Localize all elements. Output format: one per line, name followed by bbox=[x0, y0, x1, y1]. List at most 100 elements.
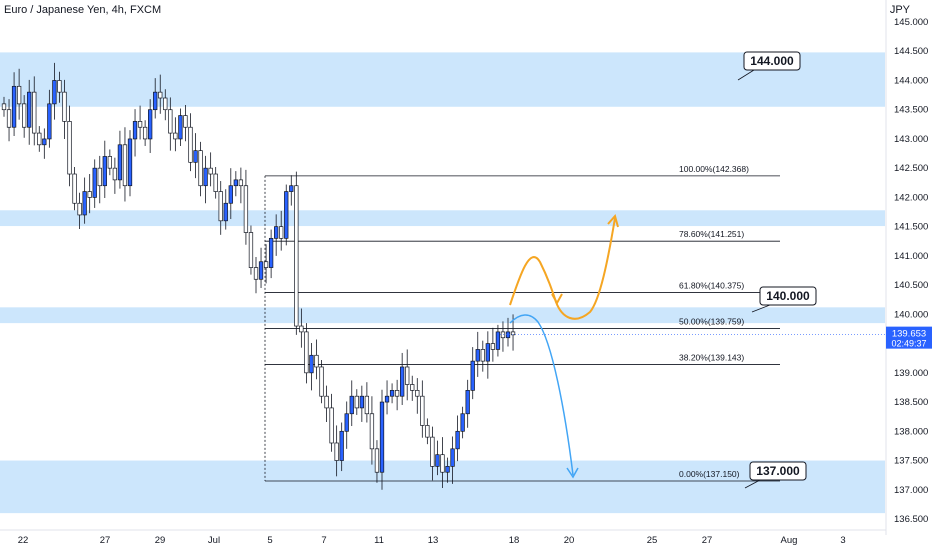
candle-up bbox=[339, 430, 344, 461]
candle-down bbox=[248, 232, 254, 268]
y-tick-label: 140.500 bbox=[894, 280, 928, 291]
candle-down bbox=[394, 390, 400, 397]
projection-bullish-path bbox=[509, 217, 616, 320]
candle-down bbox=[304, 331, 309, 374]
x-tick-label: Jul bbox=[208, 535, 220, 546]
level-callout-box bbox=[749, 461, 807, 481]
y-tick-label: 142.500 bbox=[894, 163, 928, 174]
candle-up bbox=[178, 115, 183, 140]
y-tick-label: 140.000 bbox=[894, 309, 928, 320]
candle-up bbox=[148, 109, 153, 140]
fib-label: 100.00%(142.368) bbox=[679, 164, 749, 174]
fib-label: 0.00%(137.150) bbox=[679, 469, 740, 479]
candle-down bbox=[440, 454, 445, 473]
callout-pointer bbox=[751, 304, 771, 313]
candle-up bbox=[47, 103, 52, 140]
y-tick-label: 139.000 bbox=[894, 368, 928, 379]
fib-label: 38.20%(139.143) bbox=[679, 352, 744, 362]
candle-down bbox=[238, 179, 244, 187]
y-tick-label: 138.000 bbox=[894, 426, 928, 437]
arrow-head-icon bbox=[551, 293, 563, 306]
candle-down bbox=[374, 448, 380, 473]
candle-down bbox=[510, 331, 516, 336]
candle-down bbox=[299, 325, 304, 333]
y-tick-label: 143.500 bbox=[894, 105, 928, 116]
candle-up bbox=[470, 360, 475, 391]
candle-down bbox=[77, 202, 82, 216]
candle-down bbox=[410, 384, 415, 391]
candle-up bbox=[228, 185, 233, 204]
fib-label: 78.60%(141.251) bbox=[679, 229, 744, 239]
chart-title: Euro / Japanese Yen, 4h, FXCM bbox=[4, 4, 162, 16]
x-tick-label: 27 bbox=[702, 535, 713, 546]
level-callout-box bbox=[759, 286, 817, 306]
candle-up bbox=[450, 448, 455, 467]
candle-up bbox=[27, 91, 32, 128]
x-tick-label: Aug bbox=[781, 535, 798, 546]
candle-up bbox=[92, 167, 97, 198]
candle-up bbox=[384, 395, 390, 403]
y-tick-label: 137.500 bbox=[894, 456, 928, 467]
sr-zone bbox=[0, 210, 885, 227]
candle-down bbox=[490, 343, 496, 350]
candle-down bbox=[22, 103, 27, 128]
candle-up bbox=[193, 150, 198, 163]
x-tick-label: 22 bbox=[18, 535, 29, 546]
candle-down bbox=[122, 144, 128, 187]
current-price-label: 139.653 bbox=[892, 329, 926, 340]
candle-down bbox=[480, 349, 485, 362]
y-tick-label: 144.500 bbox=[894, 46, 928, 57]
candle-down bbox=[415, 390, 420, 397]
candle-down bbox=[158, 91, 163, 99]
y-tick-label: 138.500 bbox=[894, 397, 928, 408]
candle-down bbox=[319, 366, 324, 397]
candle-up bbox=[495, 331, 501, 350]
candle-up bbox=[132, 121, 138, 140]
sr-zone bbox=[0, 52, 885, 107]
candle-up bbox=[465, 390, 470, 415]
candle-down bbox=[243, 185, 249, 233]
y-tick-label: 142.000 bbox=[894, 192, 928, 203]
candle-up bbox=[223, 202, 228, 222]
candle-down bbox=[213, 173, 218, 192]
y-tick-label: 141.500 bbox=[894, 222, 928, 233]
x-tick-label: 3 bbox=[840, 535, 845, 546]
x-tick-label: 29 bbox=[155, 535, 166, 546]
current-price-badge bbox=[886, 326, 932, 349]
candle-up bbox=[127, 138, 133, 187]
y-tick-label: 143.000 bbox=[894, 134, 928, 145]
x-tick-label: 7 bbox=[321, 535, 326, 546]
candle-down bbox=[168, 109, 173, 134]
candle-up bbox=[379, 401, 385, 473]
candle-down bbox=[163, 97, 168, 111]
level-callout-box bbox=[743, 51, 801, 71]
candle-up bbox=[274, 226, 279, 239]
level-callout-label: 137.000 bbox=[756, 464, 800, 478]
level-callout-label: 140.000 bbox=[766, 289, 810, 303]
candle-up bbox=[82, 191, 87, 216]
candle-down bbox=[314, 354, 319, 368]
candle-down bbox=[16, 85, 22, 105]
candle-down bbox=[107, 156, 112, 169]
candle-down bbox=[173, 132, 178, 140]
candle-up bbox=[455, 430, 460, 450]
candle-down bbox=[420, 395, 425, 426]
candle-down bbox=[405, 366, 410, 385]
candle-up bbox=[203, 167, 208, 187]
candle-down bbox=[279, 226, 284, 239]
y-tick-label: 145.000 bbox=[894, 17, 928, 28]
candle-down bbox=[334, 442, 339, 461]
arrow-head-icon bbox=[566, 467, 579, 479]
candle-up bbox=[445, 466, 450, 473]
currency-unit: JPY bbox=[889, 4, 910, 16]
projection-bearish-path bbox=[509, 314, 574, 476]
x-tick-label: 5 bbox=[267, 535, 272, 546]
candle-up bbox=[349, 395, 354, 415]
candle-up bbox=[309, 354, 314, 374]
candle-down bbox=[324, 395, 329, 409]
arrow-head-icon bbox=[607, 213, 619, 228]
candle-up bbox=[475, 349, 480, 362]
candle-down bbox=[183, 115, 188, 128]
